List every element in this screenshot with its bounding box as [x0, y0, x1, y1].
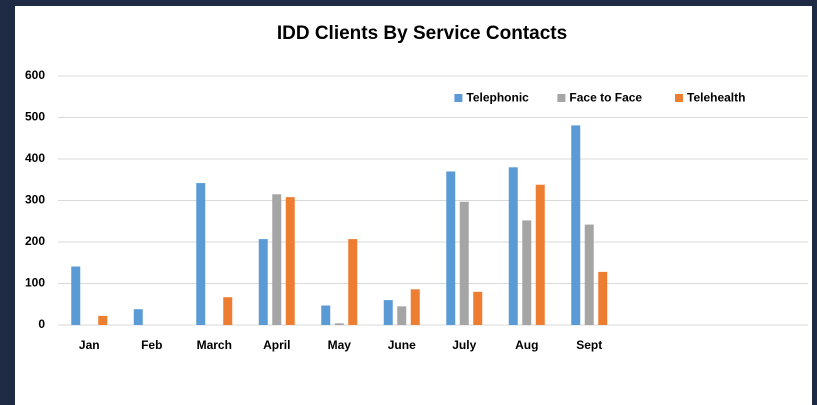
bar — [410, 289, 420, 325]
y-tick-label: 400 — [25, 151, 45, 165]
x-tick-label: Sept — [576, 338, 602, 352]
legend-label: Telephonic — [466, 91, 529, 105]
bar — [334, 323, 344, 325]
bar — [348, 239, 358, 325]
bar — [522, 220, 532, 325]
bar — [321, 305, 331, 325]
y-tick-label: 600 — [25, 68, 45, 82]
bar — [446, 171, 456, 325]
legend-label: Face to Face — [569, 91, 642, 105]
y-tick-label: 200 — [25, 234, 45, 248]
bar — [133, 309, 143, 325]
bar — [571, 125, 581, 325]
bar — [258, 239, 268, 325]
x-tick-label: Feb — [141, 338, 162, 352]
bar — [223, 297, 233, 325]
chart-area — [15, 6, 812, 405]
y-tick-label: 0 — [38, 317, 45, 331]
bar — [584, 224, 594, 325]
bar — [285, 197, 295, 325]
chart-title: IDD Clients By Service Contacts — [277, 23, 567, 44]
y-tick-label: 100 — [25, 276, 45, 290]
y-tick-label: 500 — [25, 110, 45, 124]
legend-swatch — [454, 94, 463, 102]
bar — [383, 300, 393, 325]
x-tick-label: Jan — [79, 338, 100, 352]
x-tick-label: May — [328, 338, 352, 352]
legend-swatch — [557, 94, 566, 102]
x-tick-label: June — [388, 338, 416, 352]
bar — [71, 266, 81, 325]
x-tick-label: April — [263, 338, 290, 352]
bar — [98, 315, 108, 325]
bar — [535, 184, 545, 325]
bar — [598, 271, 608, 325]
bar — [473, 291, 483, 325]
bar — [397, 306, 407, 325]
y-tick-label: 300 — [25, 193, 45, 207]
x-tick-label: March — [197, 338, 232, 352]
legend-swatch — [675, 94, 683, 102]
legend-label: Telehealth — [687, 91, 745, 105]
x-tick-label: Aug — [515, 338, 538, 352]
bar — [196, 183, 206, 325]
bar — [272, 194, 282, 325]
x-tick-label: July — [452, 338, 476, 352]
bar — [508, 167, 518, 325]
bar — [459, 201, 469, 325]
